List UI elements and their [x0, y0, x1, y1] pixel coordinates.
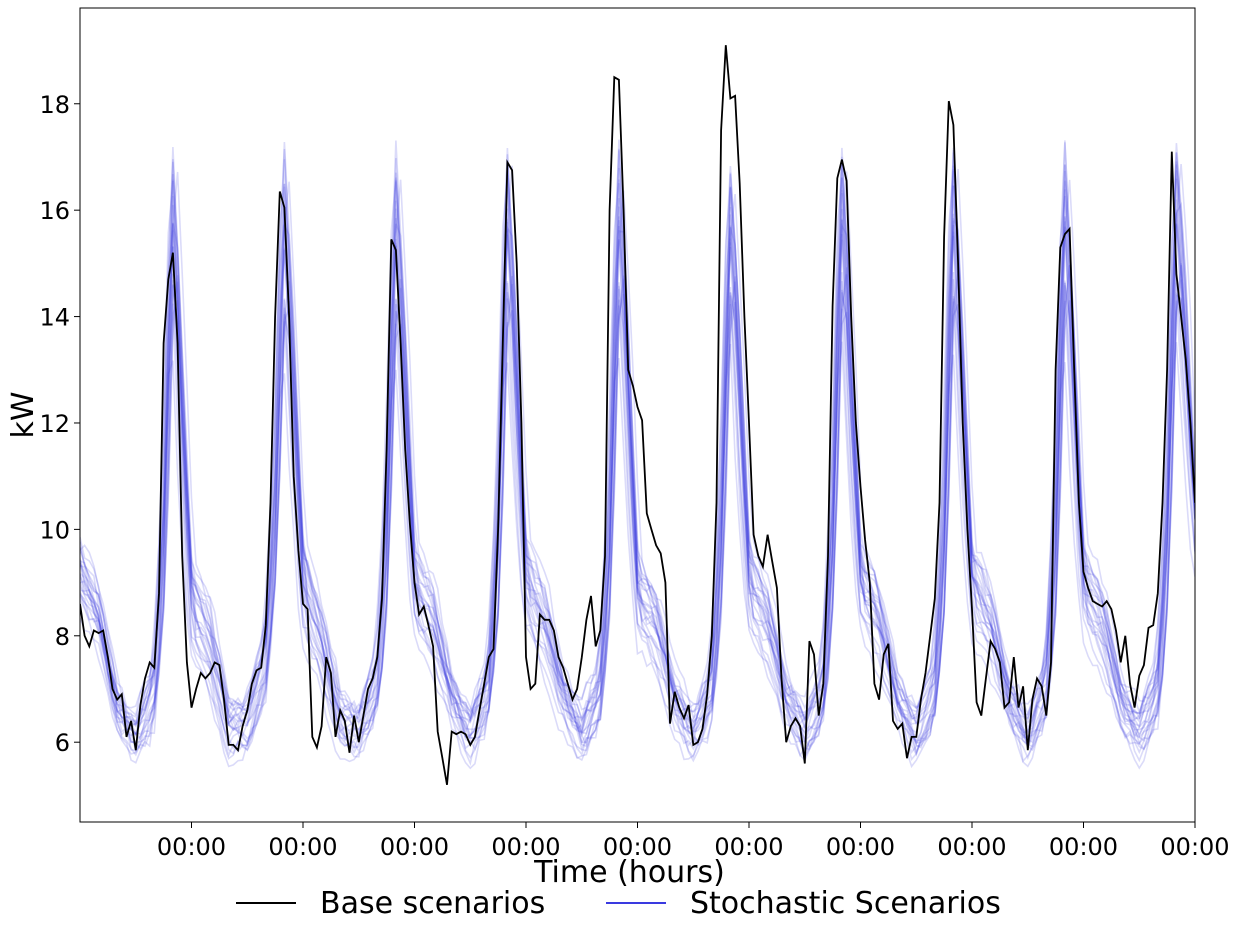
- stochastic-scenario-line: [80, 164, 1195, 731]
- x-tick-label: 00:00: [380, 833, 449, 861]
- stochastic-scenario-line: [80, 271, 1195, 766]
- y-tick-label: 16: [39, 197, 70, 225]
- stochastic-scenario-line: [80, 264, 1195, 751]
- x-tick-label: 00:00: [714, 833, 783, 861]
- stochastic-scenario-line: [80, 201, 1195, 729]
- y-axis-ticks: 6 8 10 12 14 16 18: [39, 91, 80, 757]
- legend-label-stochastic: Stochastic Scenarios: [690, 886, 1001, 921]
- y-tick-label: 12: [39, 410, 70, 438]
- y-tick-label: 14: [39, 304, 70, 332]
- stochastic-scenario-line: [80, 170, 1195, 720]
- stochastic-scenario-line: [80, 263, 1195, 747]
- stochastic-scenario-line: [80, 272, 1195, 763]
- x-tick-label: 00:00: [603, 833, 672, 861]
- stochastic-scenario-line: [80, 142, 1195, 724]
- x-axis-ticks: 00:00 00:00 00:00 00:00 00:00 00:00 00:00 00:00…: [157, 822, 1230, 861]
- stochastic-scenario-line: [80, 161, 1195, 736]
- stochastic-scenario-line: [80, 282, 1195, 756]
- x-tick-label: 00:00: [1160, 833, 1229, 861]
- x-tick-label: 00:00: [491, 833, 560, 861]
- stochastic-scenario-line: [80, 298, 1195, 768]
- y-axis-title: kW: [6, 391, 41, 438]
- x-axis-title: Time (hours): [533, 855, 725, 890]
- stochastic-scenario-line: [80, 178, 1195, 743]
- x-tick-label: 00:00: [157, 833, 226, 861]
- stochastic-scenario-line: [80, 279, 1195, 751]
- stochastic-scenario-line: [80, 341, 1195, 770]
- base-scenario-line: [80, 45, 1195, 785]
- stochastic-scenario-line: [80, 225, 1195, 747]
- stochastic-scenario-line: [80, 147, 1195, 733]
- x-tick-label: 00:00: [268, 833, 337, 861]
- stochastic-scenario-line: [80, 285, 1195, 755]
- stochastic-scenario-line: [80, 139, 1195, 723]
- x-tick-label: 00:00: [1049, 833, 1118, 861]
- x-tick-label: 00:00: [826, 833, 895, 861]
- stochastic-scenarios-layer: [80, 139, 1195, 770]
- stochastic-scenario-line: [80, 164, 1195, 723]
- y-tick-label: 6: [55, 729, 70, 757]
- legend: Base scenarios Stochastic Scenarios: [236, 886, 1001, 921]
- x-tick-label: 00:00: [937, 833, 1006, 861]
- stochastic-scenario-line: [80, 208, 1195, 746]
- base-scenario-layer: [80, 45, 1195, 785]
- stochastic-scenario-line: [80, 185, 1195, 746]
- y-tick-label: 8: [55, 623, 70, 651]
- legend-label-base: Base scenarios: [320, 886, 545, 921]
- y-tick-label: 18: [39, 91, 70, 119]
- y-tick-label: 10: [39, 516, 70, 544]
